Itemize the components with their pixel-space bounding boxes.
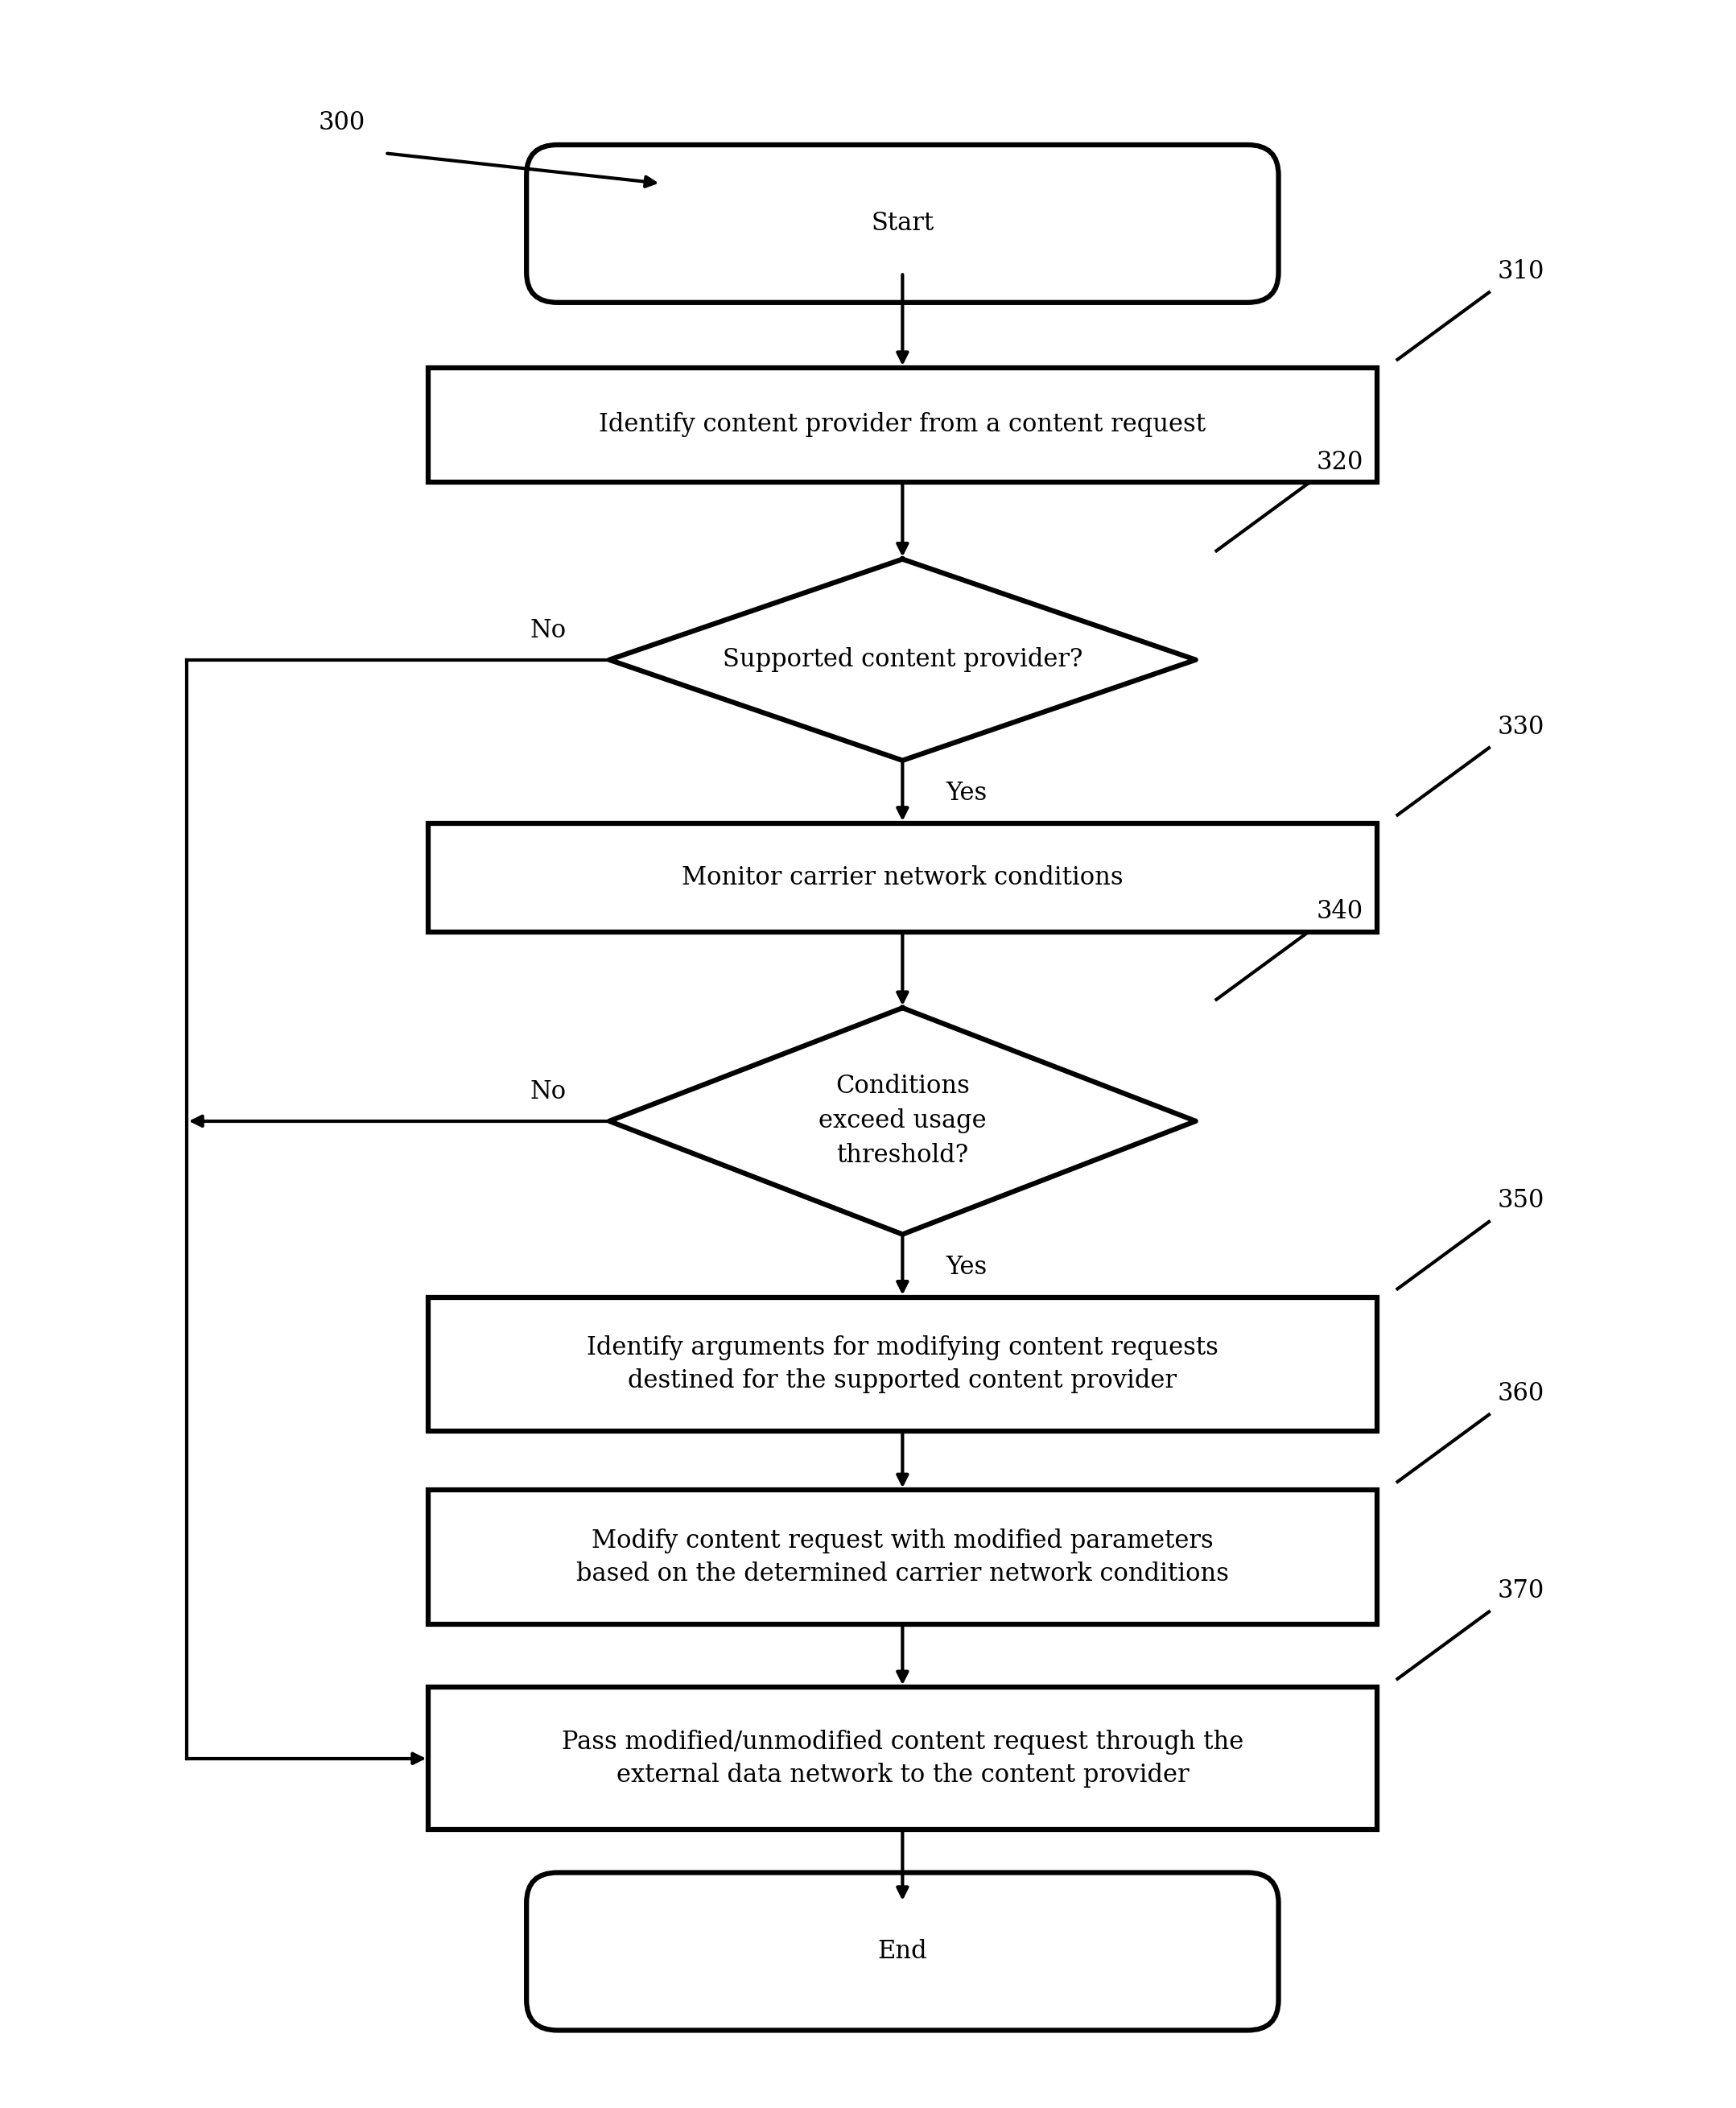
Text: 330: 330 — [1498, 715, 1545, 740]
Text: 320: 320 — [1316, 451, 1363, 474]
Bar — [429, 1490, 1377, 1625]
Text: No: No — [529, 1079, 566, 1105]
Text: Modify content request with modified parameters
based on the determined carrier : Modify content request with modified par… — [576, 1528, 1229, 1585]
Text: No: No — [529, 618, 566, 643]
Text: 370: 370 — [1498, 1579, 1545, 1604]
Bar — [429, 369, 1377, 483]
Bar — [429, 1686, 1377, 1830]
Text: Identify content provider from a content request: Identify content provider from a content… — [599, 413, 1207, 438]
Text: Yes: Yes — [946, 1254, 986, 1280]
Text: Supported content provider?: Supported content provider? — [722, 647, 1083, 672]
Text: 350: 350 — [1498, 1189, 1545, 1214]
Bar — [429, 824, 1377, 932]
Text: 310: 310 — [1498, 259, 1545, 285]
Text: Conditions
exceed usage
threshold?: Conditions exceed usage threshold? — [819, 1073, 986, 1168]
Text: 360: 360 — [1498, 1381, 1545, 1406]
Text: 340: 340 — [1316, 898, 1363, 923]
Text: Pass modified/unmodified content request through the
external data network to th: Pass modified/unmodified content request… — [561, 1731, 1243, 1788]
Text: Monitor carrier network conditions: Monitor carrier network conditions — [682, 866, 1123, 890]
Text: Identify arguments for modifying content requests
destined for the supported con: Identify arguments for modifying content… — [587, 1336, 1219, 1393]
Text: Yes: Yes — [946, 780, 986, 805]
Text: End: End — [878, 1939, 927, 1965]
FancyBboxPatch shape — [526, 1872, 1278, 2030]
FancyBboxPatch shape — [526, 145, 1278, 304]
Text: 300: 300 — [318, 110, 365, 135]
Text: Start: Start — [871, 211, 934, 236]
Bar — [429, 1296, 1377, 1431]
